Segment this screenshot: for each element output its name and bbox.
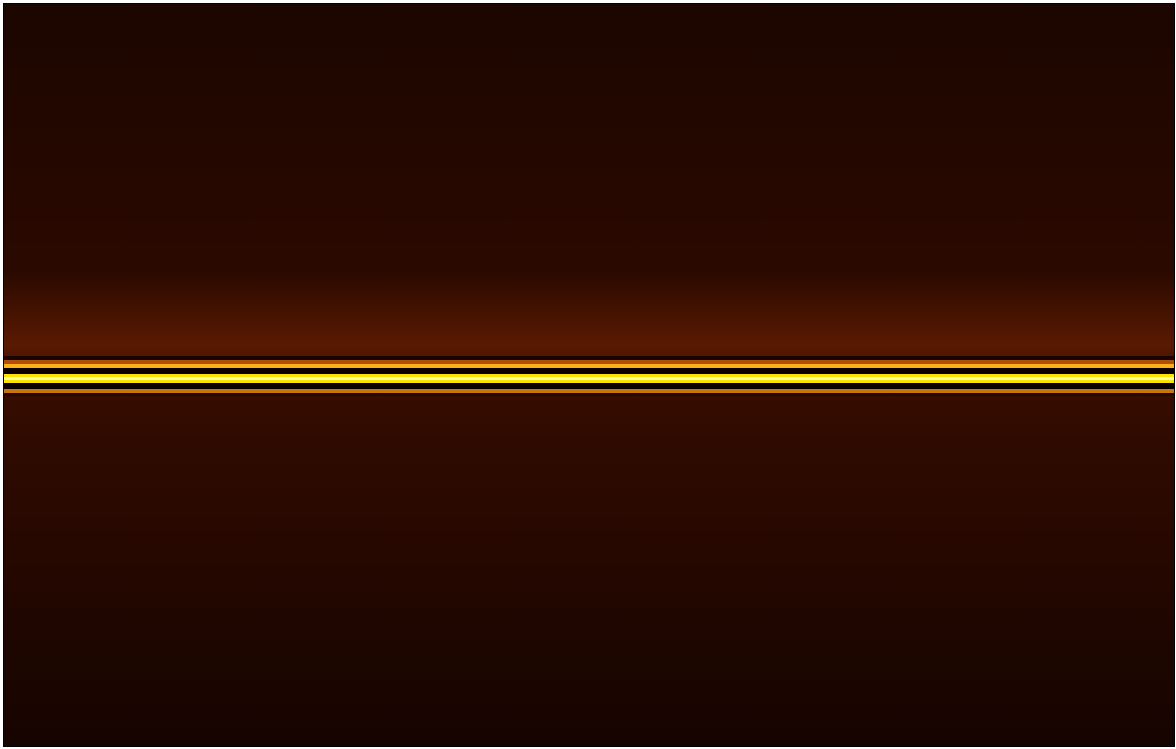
band-amber-line — [4, 364, 1174, 368]
band-yellow-line — [4, 380, 1174, 383]
band-dark-line — [4, 356, 1174, 360]
band-yellow-line — [4, 374, 1174, 377]
frame-border — [3, 3, 1175, 747]
band-amber-line — [4, 389, 1174, 393]
band-orange-line — [4, 360, 1174, 364]
band-black-line — [4, 368, 1174, 374]
center-band — [4, 356, 1174, 396]
band-dark-line — [4, 393, 1174, 396]
band-black-line — [4, 383, 1174, 389]
band-white-line — [4, 377, 1174, 380]
